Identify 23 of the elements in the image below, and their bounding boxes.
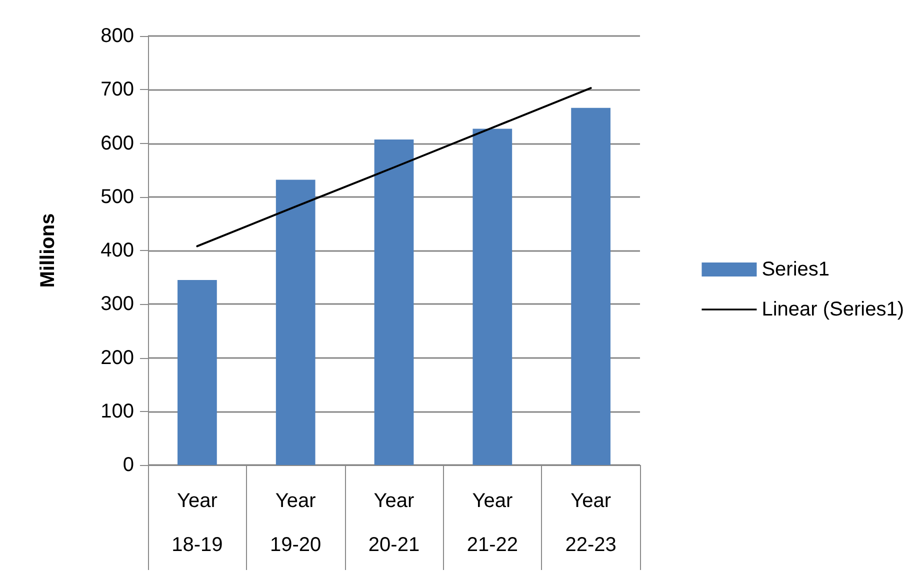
y-tick-label: 600 — [100, 132, 134, 154]
y-tick-label: 800 — [100, 25, 134, 47]
bar — [178, 280, 217, 465]
y-tick-label: 0 — [122, 454, 134, 476]
x-tick-label: Year 22-23 — [565, 490, 616, 556]
legend-label: Linear (Series1) — [762, 298, 904, 320]
bar — [374, 139, 414, 465]
y-tick-label: 100 — [100, 400, 134, 422]
x-tick-label: Year 18-19 — [172, 490, 223, 556]
y-tick-label: 300 — [100, 293, 134, 316]
x-tick-label: Year 21-22 — [466, 490, 518, 556]
y-tick-label: 400 — [100, 240, 134, 262]
x-tick-label: Year 20-21 — [368, 490, 420, 556]
y-tick-label: 700 — [100, 78, 134, 101]
line-series — [196, 87, 592, 248]
bar — [472, 128, 512, 465]
bar — [276, 180, 316, 465]
legend-label: Series1 — [762, 258, 830, 280]
bar — [571, 108, 610, 465]
y-tick-label: 500 — [100, 186, 134, 208]
y-tick-label: 200 — [100, 346, 134, 369]
y-axis-title: Millions — [37, 213, 59, 288]
x-tick-label: Year 19-20 — [270, 490, 322, 556]
